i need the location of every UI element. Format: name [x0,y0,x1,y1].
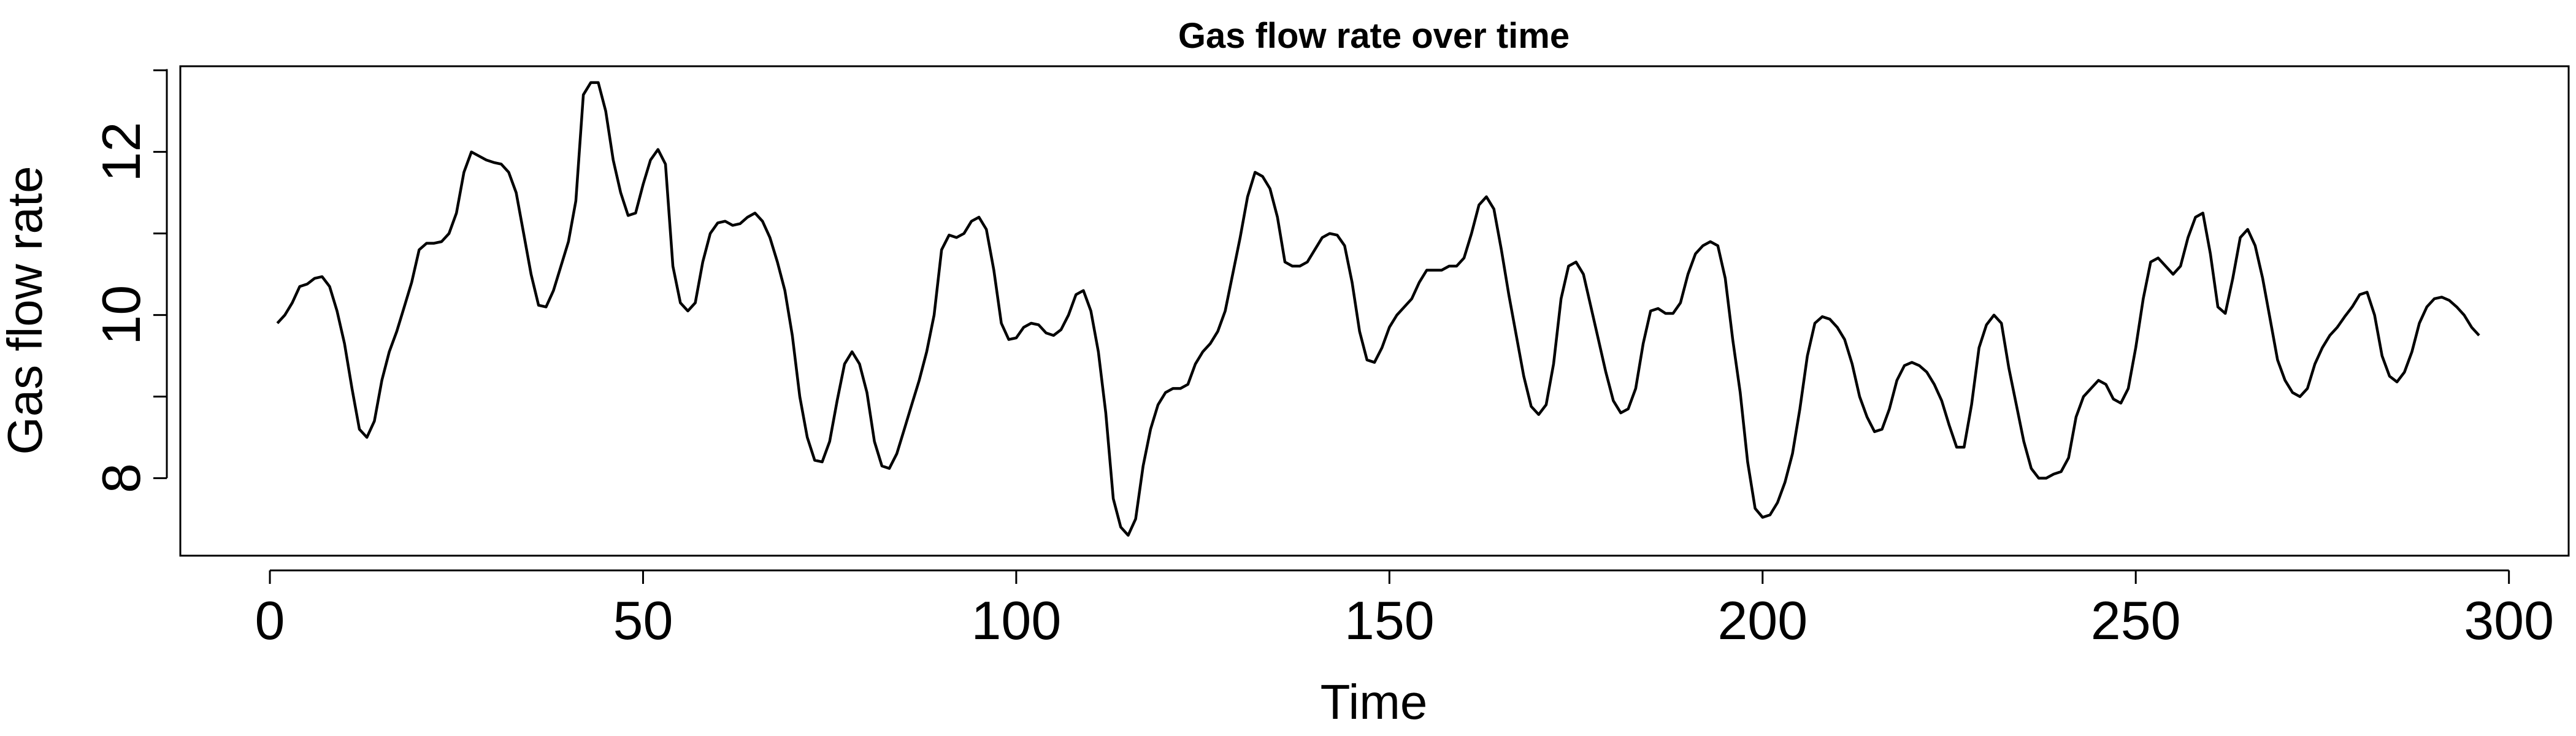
x-axis: 0 50 100 150 200 250 300 [255,569,2554,651]
chart-title: Gas flow rate over time [1178,16,1570,56]
x-tick-label: 200 [1717,590,1807,651]
y-tick-label: 8 [91,463,151,493]
y-tick-label: 10 [91,285,151,345]
x-tick-label: 100 [971,590,1061,651]
x-tick-label: 250 [2091,590,2181,651]
x-axis-label: Time [1321,675,1428,729]
series-line-gas-flow-rate [276,81,2480,537]
y-tick-label: 12 [91,122,151,182]
y-axis: 8 10 12 [91,69,168,493]
x-tick-label: 150 [1344,590,1435,651]
x-tick-label: 0 [255,590,285,651]
y-axis-label: Gas flow rate [0,166,52,454]
x-tick-label: 50 [613,590,673,651]
x-tick-label: 300 [2464,590,2554,651]
plot-area-frame [179,65,2570,557]
